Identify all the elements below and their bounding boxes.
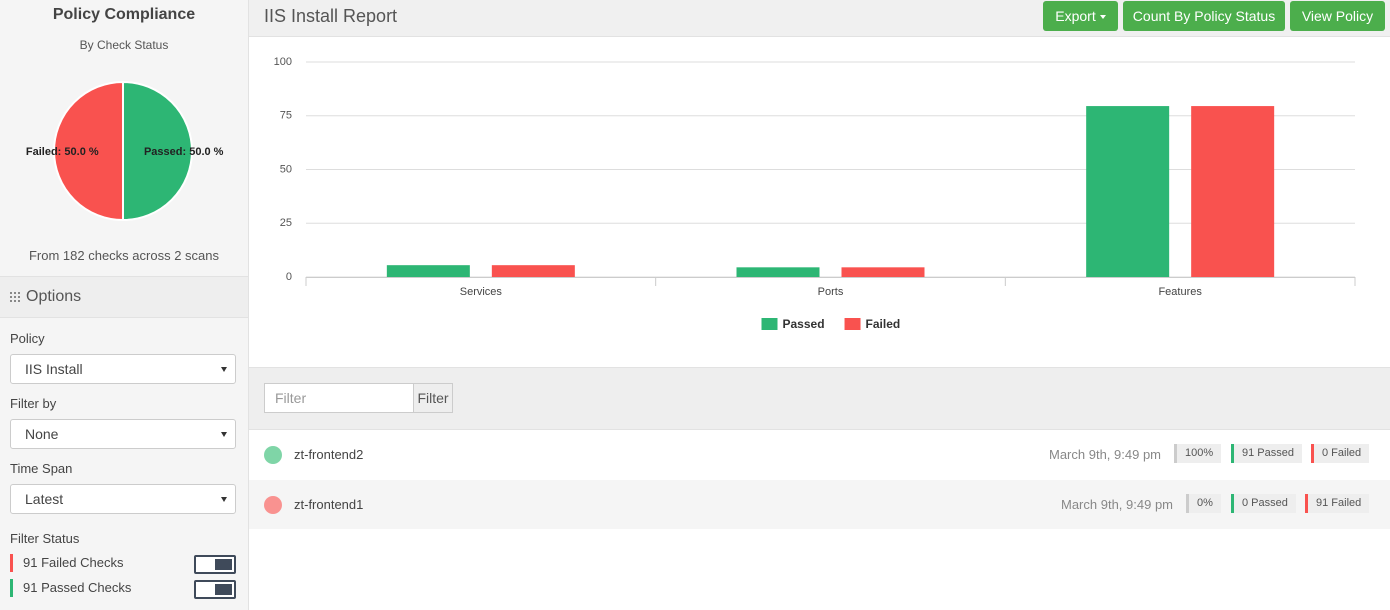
field-label: Time Span — [10, 461, 73, 476]
failed-badge: 0 Failed — [1311, 444, 1370, 463]
select-value: IIS Install — [25, 361, 83, 377]
y-tick-label: 50 — [280, 163, 292, 175]
field-label: Filter by — [10, 396, 57, 411]
scan-name: zt-frontend2 — [294, 447, 364, 462]
scan-date: March 9th, 9:49 pm — [1061, 497, 1173, 512]
y-tick-label: 0 — [286, 271, 292, 283]
bar — [1191, 106, 1275, 277]
status-item: 91 Failed Checks — [10, 554, 123, 572]
caret — [1099, 15, 1106, 20]
field-label: Policy — [10, 331, 45, 346]
legend-label: Failed — [866, 317, 901, 331]
failed-badge: 91 Failed — [1305, 494, 1370, 513]
filter-select[interactable]: None — [10, 419, 236, 449]
percent-badge: 0% — [1186, 494, 1221, 513]
policy-select[interactable]: IIS Install — [10, 354, 236, 384]
bar — [491, 265, 575, 277]
sidebar-title: Policy Compliance — [52, 6, 196, 23]
pie-slice — [53, 80, 124, 222]
legend-label: Passed — [783, 317, 825, 331]
view-policy-button[interactable]: View Policy — [1290, 1, 1385, 31]
timespan-select[interactable]: Latest — [10, 484, 236, 514]
y-tick-label: 75 — [280, 110, 292, 122]
grid-icon — [10, 292, 20, 302]
bar-chart: 0 25 50 75 100 Services Ports Features Passed Fai… — [274, 56, 1356, 331]
y-tick-label: 100 — [274, 56, 292, 68]
count-button[interactable]: Count By Policy Status — [1123, 1, 1285, 31]
toggle[interactable] — [194, 580, 236, 599]
bar — [841, 267, 925, 277]
header: IIS Install Report Export Count By Polic… — [249, 0, 1390, 37]
scan-name: zt-frontend1 — [294, 497, 364, 512]
filter-bar: Filter Filter — [249, 367, 1390, 430]
sidebar: Policy Compliance By Check Status Passed… — [0, 0, 249, 610]
scan-date: March 9th, 9:49 pm — [1049, 447, 1161, 462]
export-button[interactable]: Export — [1043, 1, 1118, 31]
toggle[interactable] — [194, 555, 236, 574]
y-tick-label: 25 — [280, 217, 292, 229]
x-tick-label: Ports — [818, 286, 844, 298]
pie-slice — [122, 80, 193, 222]
passed-badge: 91 Passed — [1231, 444, 1302, 463]
options-title: Options — [26, 288, 82, 305]
options-header: Options — [0, 276, 248, 318]
scan-row[interactable]: zt-frontend1 March 9th, 9:49 pm 0% 0 Pas… — [249, 480, 1390, 529]
pie-chart: Passed: 50.0 % Failed: 50.0 % — [26, 80, 224, 222]
scan-row[interactable]: zt-frontend2 March 9th, 9:49 pm 100% 91 … — [249, 430, 1390, 479]
select-value: Latest — [25, 491, 64, 507]
bar — [736, 267, 820, 277]
status-dot — [264, 496, 282, 514]
legend-swatch — [761, 318, 778, 330]
summary: From 182 checks across 2 scans — [28, 248, 220, 263]
x-tick-label: Services — [460, 286, 503, 298]
status-dot — [264, 446, 282, 464]
x-tick-label: Features — [1158, 286, 1202, 298]
bar — [386, 265, 470, 277]
select-value: None — [25, 426, 59, 442]
filter-input[interactable]: Filter — [264, 383, 414, 413]
percent-badge: 100% — [1174, 444, 1222, 463]
status-item: 91 Passed Checks — [10, 579, 131, 597]
sidebar-subtitle: By Check Status — [79, 38, 169, 52]
button-label: Export — [1055, 8, 1096, 24]
field-label: Filter Status — [10, 531, 80, 546]
legend-swatch — [844, 318, 861, 330]
pie-label: Failed: 50.0 % — [26, 146, 99, 158]
bar — [1086, 106, 1170, 277]
passed-badge: 0 Passed — [1231, 494, 1296, 513]
filter-button[interactable]: Filter — [413, 383, 453, 413]
pie-label: Passed: 50.0 % — [144, 146, 224, 158]
report-title: IIS Install Report — [264, 6, 398, 26]
